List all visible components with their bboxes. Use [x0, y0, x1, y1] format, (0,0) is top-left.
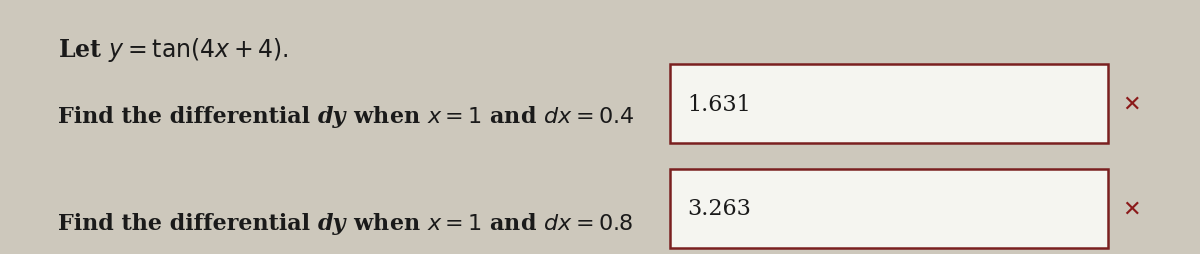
FancyBboxPatch shape [670, 65, 1108, 144]
Text: dy: dy [317, 106, 346, 128]
Text: 1.631: 1.631 [688, 93, 751, 115]
Text: ✕: ✕ [1122, 198, 1141, 218]
Text: Let $y = \tan(4x + 4).$: Let $y = \tan(4x + 4).$ [58, 36, 288, 64]
Text: ✕: ✕ [1122, 94, 1141, 114]
Text: dy: dy [317, 213, 346, 234]
Text: when $x = 1$ and $dx = 0.8$: when $x = 1$ and $dx = 0.8$ [346, 213, 632, 234]
FancyBboxPatch shape [670, 169, 1108, 248]
Text: Find the differential: Find the differential [58, 213, 317, 234]
Text: Find the differential: Find the differential [58, 106, 317, 128]
Text: 3.263: 3.263 [688, 197, 751, 219]
Text: when $x = 1$ and $dx = 0.4$: when $x = 1$ and $dx = 0.4$ [346, 106, 634, 128]
